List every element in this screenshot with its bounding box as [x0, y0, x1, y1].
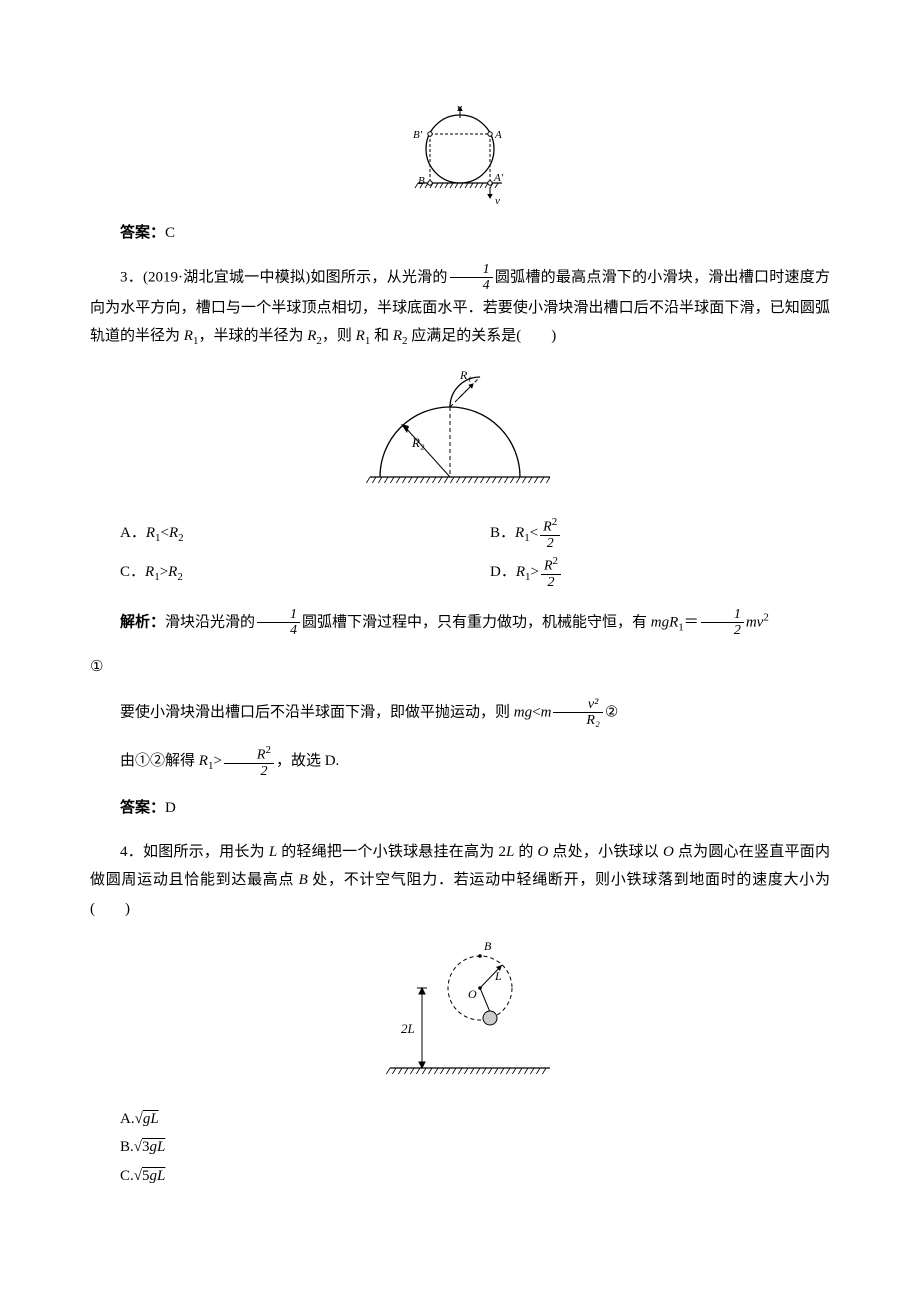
svg-text:A': A': [493, 172, 504, 184]
q3-t3: ，半球的半径为: [198, 328, 307, 344]
answer-value: C: [165, 225, 175, 241]
solution-3-l1: 解析：滑块沿光滑的14圆弧槽下滑过程中，只有重力做功，机械能守恒，有 mgR1＝…: [90, 607, 830, 639]
figure-q2: v B' A B A' v: [90, 104, 830, 215]
answer-label: 答案：: [120, 225, 165, 241]
opt-3b: B．R1<R22: [460, 514, 830, 553]
problem-4: 4．如图所示，用长为 L 的轻绳把一个小铁球悬挂在高为 2L 的 O 点处，小铁…: [90, 838, 830, 924]
fig1-svg: v B' A B A' v: [400, 104, 520, 204]
answer-label: 答案：: [120, 800, 165, 816]
answer-3: 答案：D: [90, 794, 830, 823]
solution-3-mark1: ①: [90, 653, 830, 682]
options-4: A.√gL B.√3gL C.√5gL: [90, 1105, 830, 1191]
fig2-svg: R₁ R₂: [350, 367, 570, 497]
q3-num: 3．: [120, 269, 143, 285]
opt-3c: C．R1>R2: [90, 553, 460, 592]
answer-2: 答案：C: [90, 219, 830, 248]
q3-src-open: (2019·: [143, 269, 183, 285]
svg-text:B: B: [484, 939, 492, 953]
q4-num: 4．: [120, 844, 143, 860]
opt-4a: A.√gL: [90, 1105, 830, 1134]
q3-t1: 如图所示，从光滑的: [310, 269, 447, 285]
svg-text:2L: 2L: [401, 1021, 415, 1036]
q3-src: 湖北宜城一中模拟: [183, 269, 305, 285]
q3-r2: R: [307, 328, 316, 344]
solution-3-l2: 要使小滑块滑出槽口后不沿半球面下滑，即做平抛运动，则 mg<mv²R₂②: [90, 697, 830, 729]
svg-text:R₁: R₁: [459, 368, 472, 382]
problem-3: 3．(2019·湖北宜城一中模拟)如图所示，从光滑的14圆弧槽的最高点滑下的小滑…: [90, 262, 830, 352]
figure-q3: R₁ R₂: [90, 367, 830, 508]
q3-t6: 应满足的关系是( ): [408, 328, 557, 344]
options-3: A．R1<R2 B．R1<R22 C．R1>R2 D．R1>R22: [90, 514, 830, 592]
svg-text:B': B': [413, 129, 423, 141]
opt-3d: D．R1>R22: [460, 553, 830, 592]
sol-label: 解析：: [120, 614, 165, 630]
q3-r1: R: [184, 328, 193, 344]
opt-3a: A．R1<R2: [90, 514, 460, 553]
fig3-svg: B L O 2L: [360, 938, 560, 1088]
svg-text:B: B: [418, 175, 425, 187]
svg-text:v: v: [495, 195, 500, 204]
q3-frac: 14: [450, 262, 493, 294]
opt-4c: C.√5gL: [90, 1162, 830, 1191]
svg-text:L: L: [494, 969, 502, 983]
svg-text:A: A: [494, 129, 502, 141]
svg-text:R₂: R₂: [411, 435, 425, 450]
solution-3-l3: 由①②解得 R1>R22，故选 D.: [90, 744, 830, 779]
svg-text:O: O: [468, 987, 477, 1001]
q3-t4: ，则: [322, 328, 356, 344]
opt-4b: B.√3gL: [90, 1133, 830, 1162]
figure-q4: B L O 2L: [90, 938, 830, 1099]
q3-t5: 和: [370, 328, 393, 344]
svg-text:v: v: [457, 104, 462, 114]
answer-value: D: [165, 800, 176, 816]
